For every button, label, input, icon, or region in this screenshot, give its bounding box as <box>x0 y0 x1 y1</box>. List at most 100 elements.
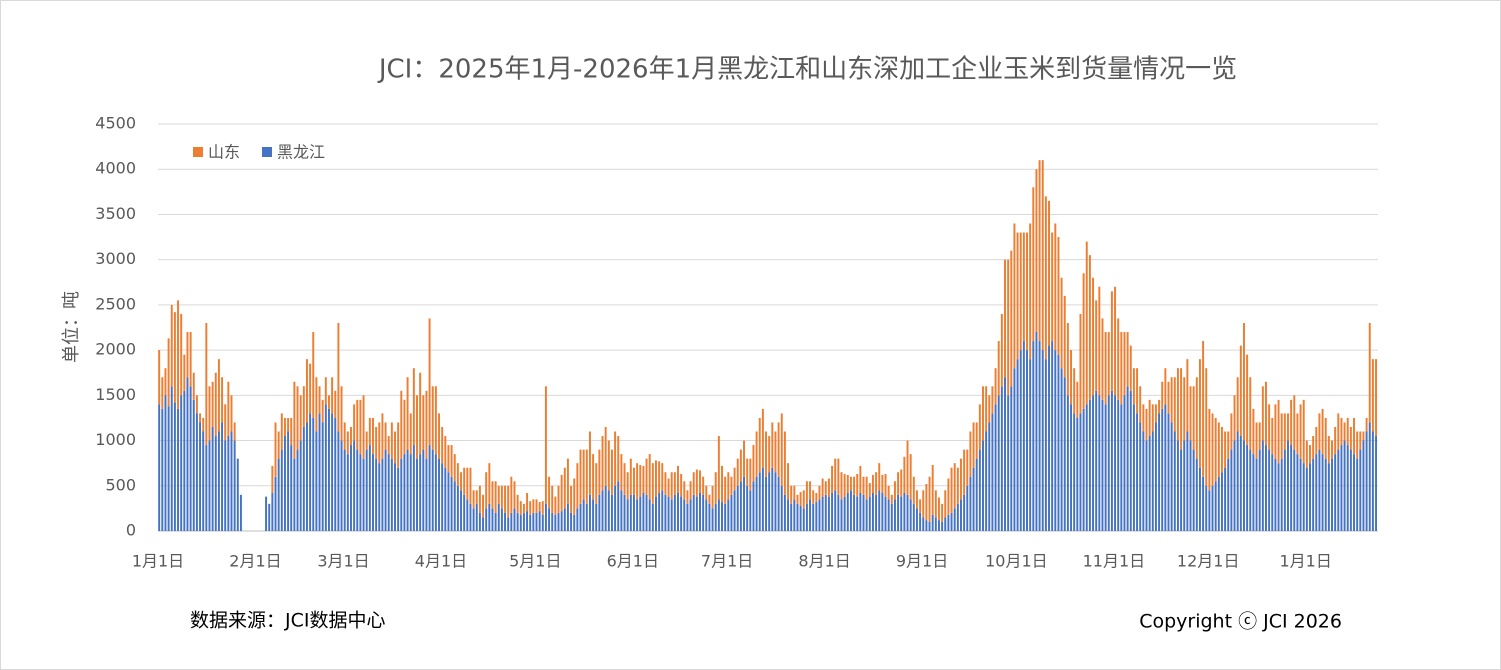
bar-segment <box>519 501 522 515</box>
bar-segment <box>211 381 214 427</box>
bar-segment <box>1126 332 1129 387</box>
y-tick-label: 1500 <box>95 385 136 404</box>
bar-segment <box>915 508 918 531</box>
bar-segment <box>305 359 308 423</box>
bar-segment <box>632 467 635 495</box>
bar-segment <box>1353 454 1355 531</box>
bar-segment <box>416 458 418 531</box>
bar-segment <box>318 413 321 531</box>
bar-segment <box>1170 422 1173 531</box>
bar-segment <box>607 440 610 491</box>
bar-segment <box>1356 431 1359 459</box>
bar-segment <box>324 404 327 531</box>
bar-segment <box>1044 359 1047 531</box>
bar-segment <box>1010 250 1013 387</box>
bar-segment <box>774 431 777 473</box>
bar-segment <box>548 508 551 531</box>
bar-segment <box>177 300 180 409</box>
bar-segment <box>1302 399 1305 464</box>
bar-segment <box>843 496 846 531</box>
bar-segment <box>1016 359 1019 531</box>
bar-segment <box>208 440 211 531</box>
bar-segment <box>1233 440 1236 531</box>
bar-segment <box>387 436 390 455</box>
bar-segment <box>969 476 972 531</box>
bar-segment <box>944 490 947 518</box>
bar-segment <box>573 514 576 531</box>
bar-segment <box>1236 377 1239 432</box>
bar-segment <box>434 454 437 531</box>
bar-segment <box>293 381 296 459</box>
bar-segment <box>205 322 208 446</box>
bar-segment <box>1321 454 1324 531</box>
bar-segment <box>441 426 444 464</box>
bar-segment <box>199 413 202 423</box>
bar-segment <box>623 463 626 495</box>
bar-segment <box>541 501 544 515</box>
bar-segment <box>1324 458 1327 531</box>
bar-segment <box>1073 368 1076 414</box>
bar-segment <box>164 395 167 531</box>
bar-segment <box>1246 354 1249 446</box>
bar-segment <box>1299 404 1302 459</box>
bar-segment <box>1255 458 1258 531</box>
bar-segment <box>1070 350 1073 405</box>
bar-segment <box>381 413 384 459</box>
bar-segment <box>837 494 840 531</box>
bar-segment <box>878 490 881 531</box>
bar-segment <box>340 386 343 441</box>
bar-segment <box>717 499 720 531</box>
bar-segment <box>491 508 494 531</box>
bar-segment <box>1151 404 1154 432</box>
bar-segment <box>362 458 365 531</box>
bar-segment <box>287 431 290 531</box>
bar-segment <box>425 458 428 531</box>
bar-segment <box>736 485 739 531</box>
bar-segment <box>931 464 934 515</box>
bar-segment <box>645 458 648 495</box>
bar-segment <box>1161 408 1164 531</box>
bar-segment <box>1296 413 1299 455</box>
bar-segment <box>1346 417 1349 446</box>
bar-segment <box>1371 431 1374 531</box>
bar-segment <box>375 426 378 459</box>
bar-segment <box>1186 431 1189 531</box>
bar-segment <box>485 472 488 509</box>
bar-segment <box>651 503 654 531</box>
bar-segment <box>617 436 620 482</box>
bar-segment <box>164 368 167 396</box>
bar-segment <box>906 440 909 495</box>
bar-segment <box>818 485 821 500</box>
bar-segment <box>1161 381 1164 409</box>
bar-segment <box>1192 386 1195 450</box>
bar-segment <box>1104 404 1107 531</box>
bar-segment <box>183 390 186 531</box>
bar-segment <box>334 390 337 418</box>
bar-segment <box>1296 454 1299 531</box>
bar-segment <box>368 417 371 446</box>
bar-segment <box>1198 359 1201 468</box>
bar-segment <box>1195 458 1198 531</box>
bar-segment <box>617 481 620 531</box>
bar-segment <box>812 503 815 531</box>
bar-segment <box>327 395 330 409</box>
bar-segment <box>422 395 425 450</box>
bar-segment <box>648 499 651 531</box>
bar-segment <box>469 467 472 504</box>
bar-segment <box>1026 232 1028 351</box>
bar-segment <box>491 481 494 509</box>
bar-segment <box>755 431 758 477</box>
bar-segment <box>378 463 381 531</box>
bar-segment <box>400 390 403 459</box>
bar-segment <box>1280 413 1283 459</box>
bar-segment <box>1154 404 1157 423</box>
bar-segment <box>158 350 161 405</box>
bar-segment <box>217 359 220 432</box>
bar-segment <box>953 463 956 509</box>
bar-segment <box>1035 332 1038 531</box>
bar-segment <box>551 485 554 513</box>
bar-segment <box>1242 440 1245 531</box>
bar-segment <box>1066 395 1069 531</box>
legend-label: 黑龙江 <box>277 143 325 162</box>
bar-segment <box>1148 399 1151 437</box>
